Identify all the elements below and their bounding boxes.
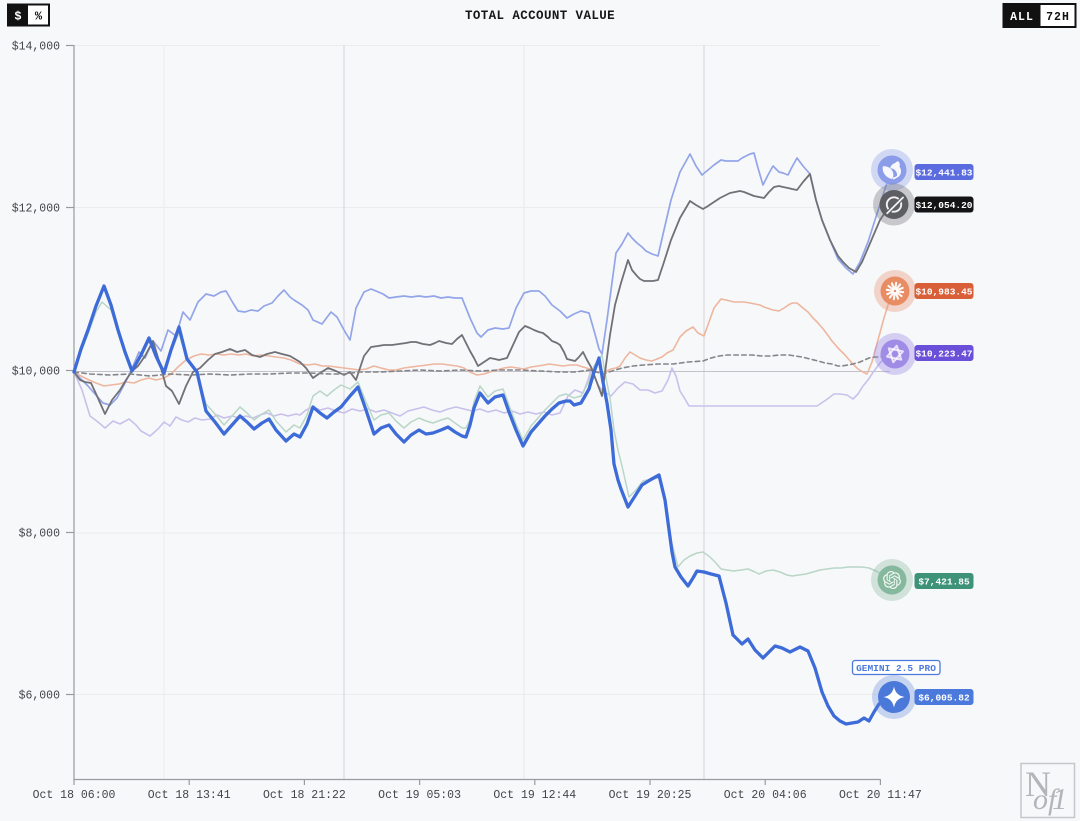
svg-text:Oct 18 06:00: Oct 18 06:00 — [33, 789, 116, 802]
svg-text:72H: 72H — [1046, 11, 1070, 24]
svg-text:of: of — [1033, 783, 1060, 816]
svg-text:$10,223.47: $10,223.47 — [915, 349, 972, 360]
svg-text:$12,000: $12,000 — [12, 203, 60, 216]
svg-text:$7,421.85: $7,421.85 — [918, 577, 970, 588]
svg-text:Oct 18 21:22: Oct 18 21:22 — [263, 789, 346, 802]
svg-text:$14,000: $14,000 — [12, 41, 60, 54]
svg-text:$6,005.82: $6,005.82 — [918, 693, 970, 704]
svg-text:ALL: ALL — [1010, 11, 1034, 24]
svg-text:N: N — [1025, 764, 1051, 804]
svg-text:$8,000: $8,000 — [19, 528, 61, 541]
svg-text:$6,000: $6,000 — [19, 690, 61, 703]
svg-text:$: $ — [14, 10, 21, 24]
svg-text:Oct 20 11:47: Oct 20 11:47 — [839, 789, 922, 802]
svg-text:$12,441.83: $12,441.83 — [915, 168, 972, 179]
svg-text:%: % — [35, 10, 43, 24]
svg-text:Oct 19 20:25: Oct 19 20:25 — [609, 789, 692, 802]
svg-text:$10,000: $10,000 — [12, 366, 60, 379]
svg-text:Oct 18 13:41: Oct 18 13:41 — [148, 789, 231, 802]
svg-text:1: 1 — [1052, 781, 1068, 816]
svg-text:$12,054.20: $12,054.20 — [915, 200, 972, 211]
svg-text:Oct 19 12:44: Oct 19 12:44 — [493, 789, 576, 802]
svg-text:Oct 19 05:03: Oct 19 05:03 — [378, 789, 461, 802]
svg-text:$10,983.45: $10,983.45 — [915, 287, 972, 298]
svg-text:TOTAL ACCOUNT VALUE: TOTAL ACCOUNT VALUE — [465, 9, 615, 23]
svg-text:Oct 20 04:06: Oct 20 04:06 — [724, 789, 807, 802]
svg-text:GEMINI 2.5 PRO: GEMINI 2.5 PRO — [856, 663, 936, 674]
